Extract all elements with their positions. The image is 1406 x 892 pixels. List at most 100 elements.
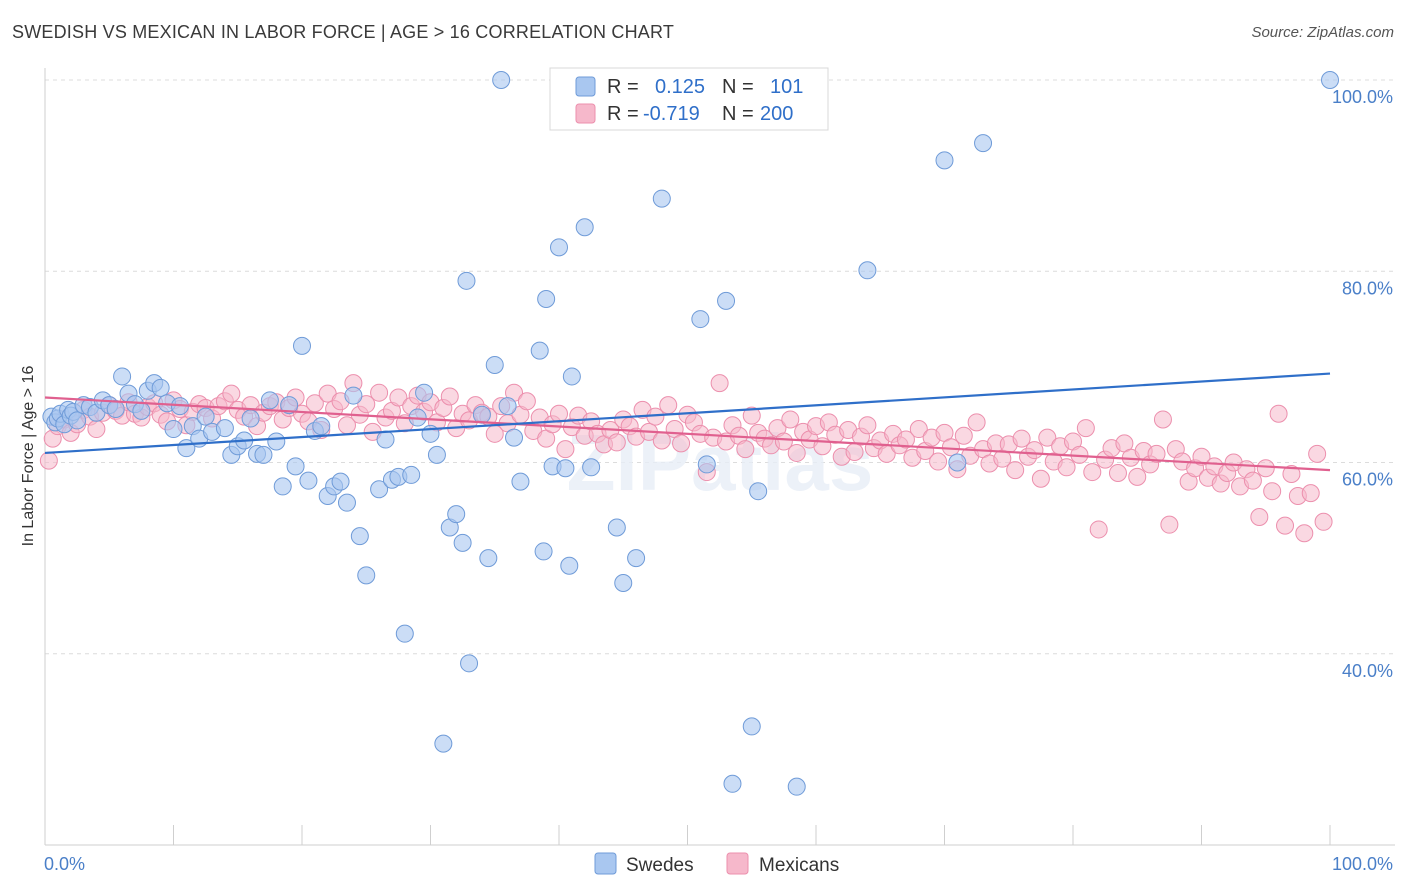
- legend-swatch-mexicans: [575, 103, 596, 124]
- swedes-point: [575, 218, 594, 237]
- swedes-point: [974, 134, 993, 153]
- mexicans-point: [967, 413, 986, 432]
- mexicans-point: [787, 443, 806, 462]
- swedes-point: [164, 420, 183, 439]
- swedes-point: [113, 367, 132, 386]
- legend-n-label-mexicans: N =: [722, 103, 754, 125]
- swedes-point: [472, 405, 491, 424]
- mexicans-point: [781, 410, 800, 429]
- mexicans-point: [1147, 444, 1166, 463]
- swedes-point: [344, 386, 363, 405]
- swedes-point: [260, 391, 279, 410]
- stats-legend: R = 0.125 N = 101 R = -0.719 N = 200: [549, 67, 829, 131]
- swedes-point: [280, 396, 299, 415]
- x-tick-labels: 0.0% 100.0%: [44, 854, 1393, 874]
- mexicans-point: [1153, 410, 1172, 429]
- x-tick-label-0: 0.0%: [44, 854, 85, 874]
- mexicans-point: [1038, 428, 1057, 447]
- mexicans-point: [659, 396, 678, 415]
- swedes-point: [254, 445, 273, 464]
- swedes-point: [614, 573, 633, 592]
- mexicans-point: [39, 451, 58, 470]
- legend-n-label-swedes: N =: [722, 76, 754, 98]
- swedes-point: [556, 459, 575, 478]
- swedes-point: [453, 533, 472, 552]
- mexicans-point: [1295, 524, 1314, 543]
- mexicans-point: [954, 426, 973, 445]
- swedes-point: [858, 261, 877, 280]
- legend-n-value-swedes: 101: [770, 76, 803, 98]
- bottom-legend-swatch-swedes: [594, 852, 617, 875]
- mexicans-point: [1192, 447, 1211, 466]
- swedes-point: [627, 549, 646, 568]
- swedes-point: [479, 549, 498, 568]
- swedes-point: [537, 289, 556, 308]
- mexicans-point: [556, 440, 575, 459]
- mexicans-point: [1057, 458, 1076, 477]
- swedes-point: [357, 566, 376, 585]
- chart-title: SWEDISH VS MEXICAN IN LABOR FORCE | AGE …: [12, 22, 675, 42]
- mexicans-point: [1282, 464, 1301, 483]
- mexicans-point: [845, 442, 864, 461]
- mexicans-point: [1256, 459, 1275, 478]
- swedes-point: [267, 432, 286, 451]
- mexicans-point: [1243, 471, 1262, 490]
- mexicans-point: [87, 420, 106, 439]
- swedes-point: [241, 409, 260, 428]
- swedes-point: [457, 271, 476, 290]
- mexicans-point: [1128, 467, 1147, 486]
- swedes-point: [151, 378, 170, 397]
- bottom-legend-label-mexicans: Mexicans: [759, 855, 839, 876]
- mexicans-point: [222, 384, 241, 403]
- swedes-point: [787, 777, 806, 796]
- swedes-point: [331, 472, 350, 491]
- swedes-point: [196, 407, 215, 426]
- legend-r-label-swedes: R =: [607, 76, 639, 98]
- swedes-point: [935, 151, 954, 170]
- swedes-point: [534, 542, 553, 561]
- swedes-point: [68, 411, 87, 430]
- legend-r-label-mexicans: R =: [607, 103, 639, 125]
- bottom-legend-label-swedes: Swedes: [626, 855, 694, 876]
- y-tick-labels: 40.0% 60.0% 80.0% 100.0%: [1332, 87, 1393, 681]
- swedes-point: [370, 480, 389, 499]
- x-tick-label-100: 100.0%: [1332, 854, 1393, 874]
- y-tick-label-40: 40.0%: [1342, 661, 1393, 681]
- mexicans-point: [1314, 512, 1333, 531]
- mexicans-point: [858, 416, 877, 435]
- mexicans-point: [370, 383, 389, 402]
- mexicans-point: [1108, 464, 1127, 483]
- x-ticks: [44, 825, 1331, 845]
- legend-swatch-swedes: [575, 76, 596, 97]
- swedes-point: [215, 419, 234, 438]
- legend-r-value-swedes: 0.125: [655, 76, 705, 98]
- mexicans-point: [929, 452, 948, 471]
- swedes-point: [337, 493, 356, 512]
- mexicans-point: [440, 387, 459, 406]
- swedes-point: [948, 453, 967, 472]
- swedes-point: [427, 445, 446, 464]
- y-tick-label-100: 100.0%: [1332, 87, 1393, 107]
- mexicans-point: [1083, 463, 1102, 482]
- swedes-point: [402, 465, 421, 484]
- mexicans-point: [896, 430, 915, 449]
- swedes-point: [582, 458, 601, 477]
- mexicans-point: [550, 404, 568, 423]
- y-tick-label-80: 80.0%: [1342, 278, 1393, 298]
- y-axis-label: In Labor Force | Age > 16: [20, 366, 37, 547]
- mexicans-point: [1076, 419, 1095, 438]
- swedes-point: [742, 717, 761, 736]
- swedes-point: [562, 367, 581, 386]
- mexicans-point: [710, 374, 729, 393]
- stats-legend-box: [549, 67, 829, 131]
- mexicans-trend-line: [44, 396, 1331, 472]
- swedes-point: [1321, 71, 1339, 89]
- swedes-point: [717, 291, 736, 310]
- swedes-point: [691, 310, 710, 329]
- mexicans-point: [1276, 516, 1295, 535]
- mexicans-point: [607, 433, 626, 452]
- bottom-legend: Swedes Mexicans: [594, 852, 839, 876]
- bottom-legend-swatch-mexicans: [726, 852, 749, 875]
- swedes-point: [106, 399, 125, 418]
